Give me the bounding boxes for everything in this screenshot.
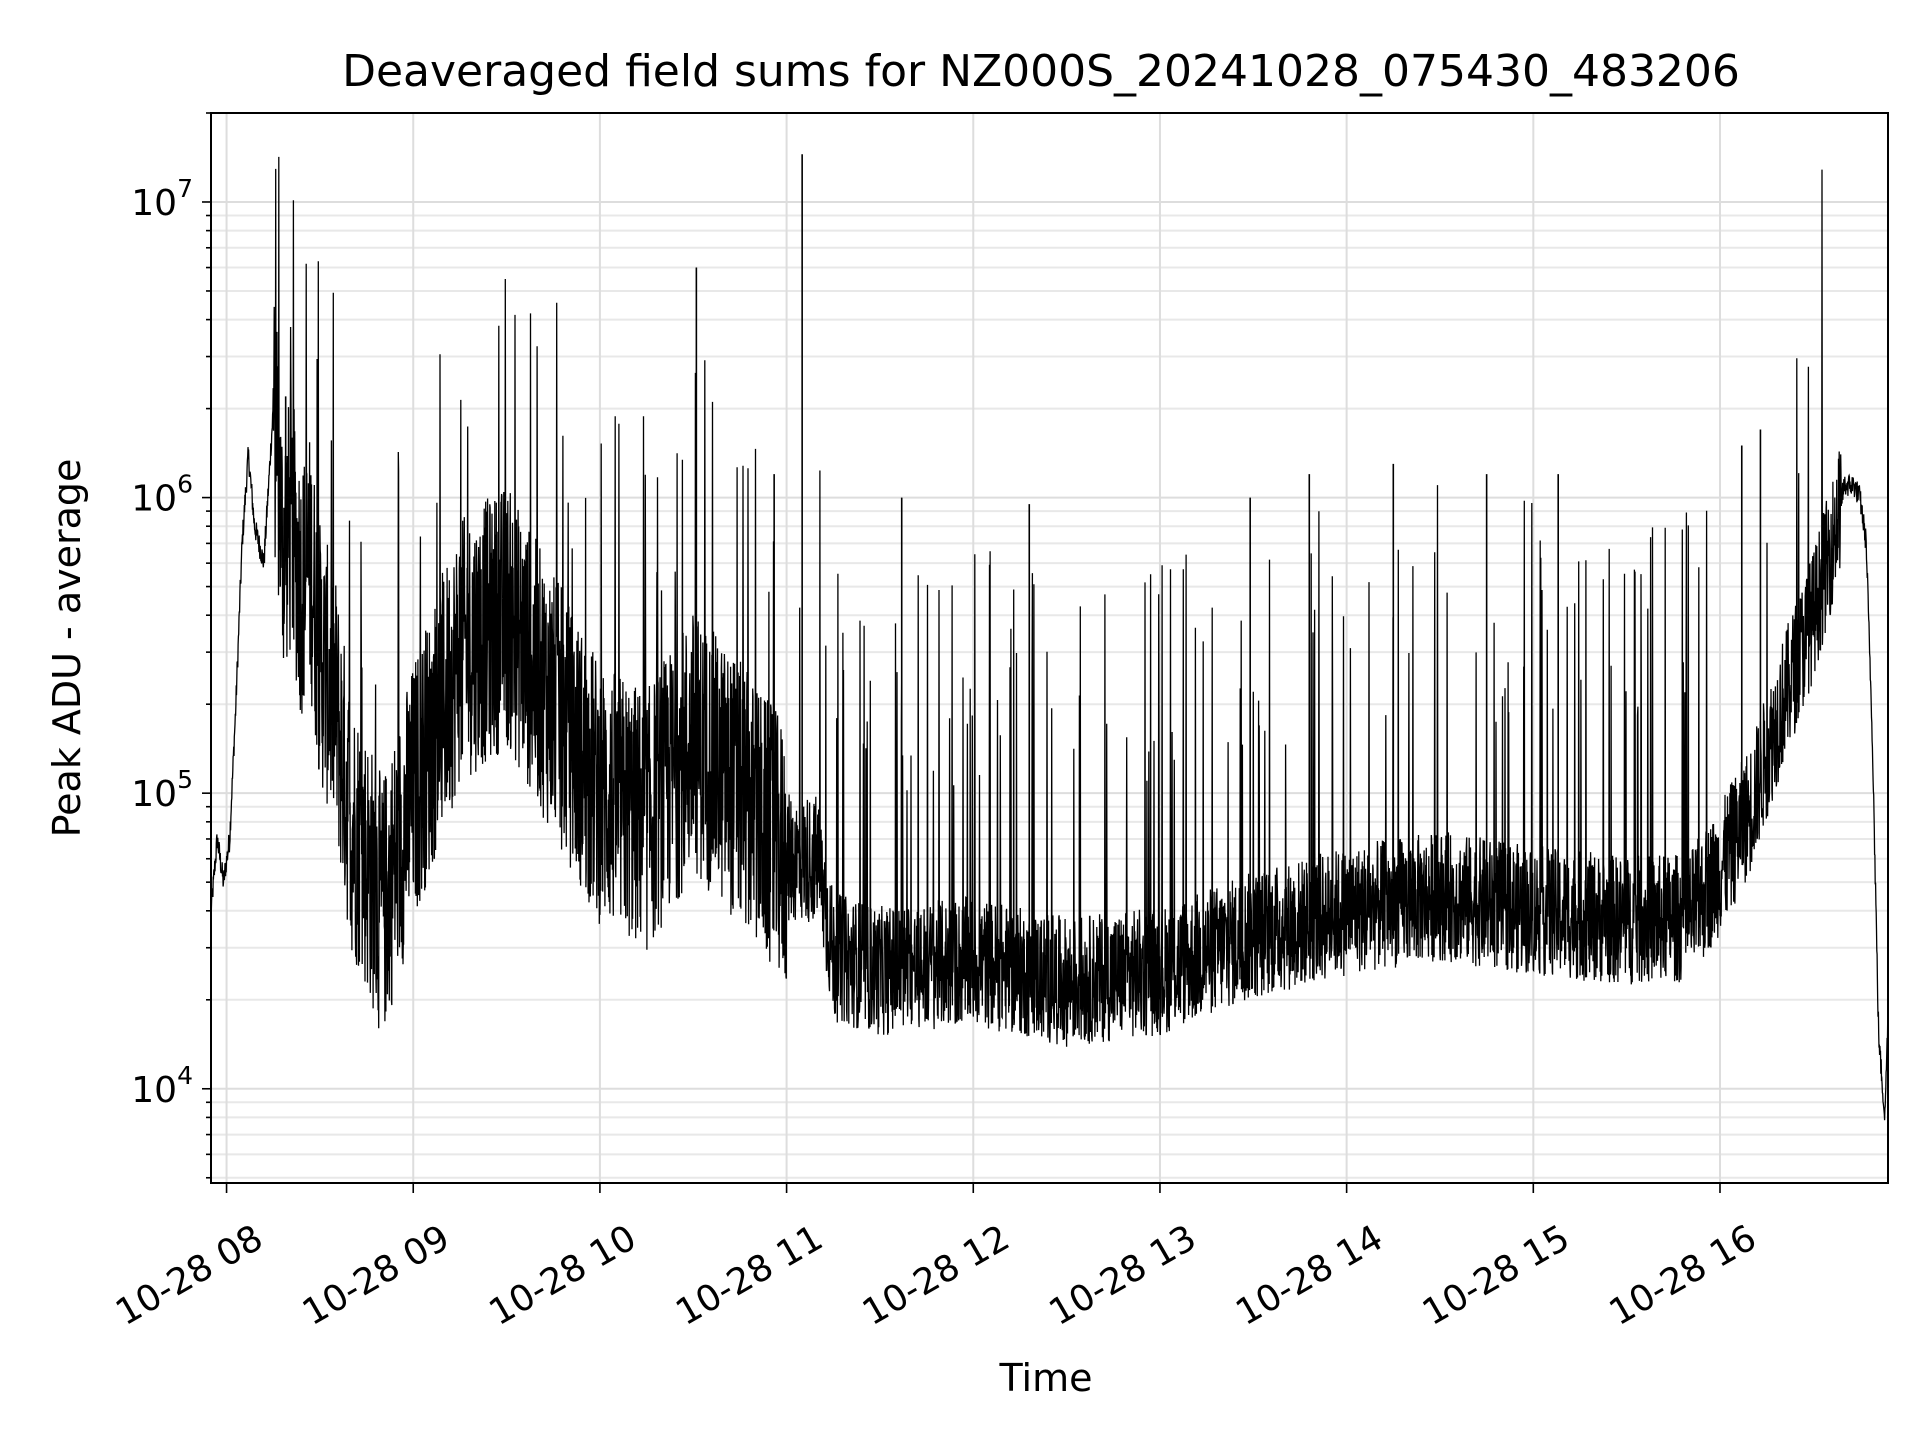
plot-frame <box>210 112 1889 1184</box>
y-tick-label: 106 <box>131 470 193 520</box>
chart-title: Deaveraged field sums for NZ000S_2024102… <box>342 46 1740 97</box>
y-tick-label: 104 <box>131 1061 193 1111</box>
series-line <box>210 156 1889 1121</box>
y-tick-label: 105 <box>131 765 193 815</box>
x-axis-label: Time <box>999 1356 1093 1400</box>
y-tick-label: 107 <box>131 174 193 224</box>
y-axis: 104 105 106 107 <box>131 112 211 1179</box>
y-axis-label: Peak ADU - average <box>45 459 89 838</box>
data-series <box>210 154 1889 1121</box>
